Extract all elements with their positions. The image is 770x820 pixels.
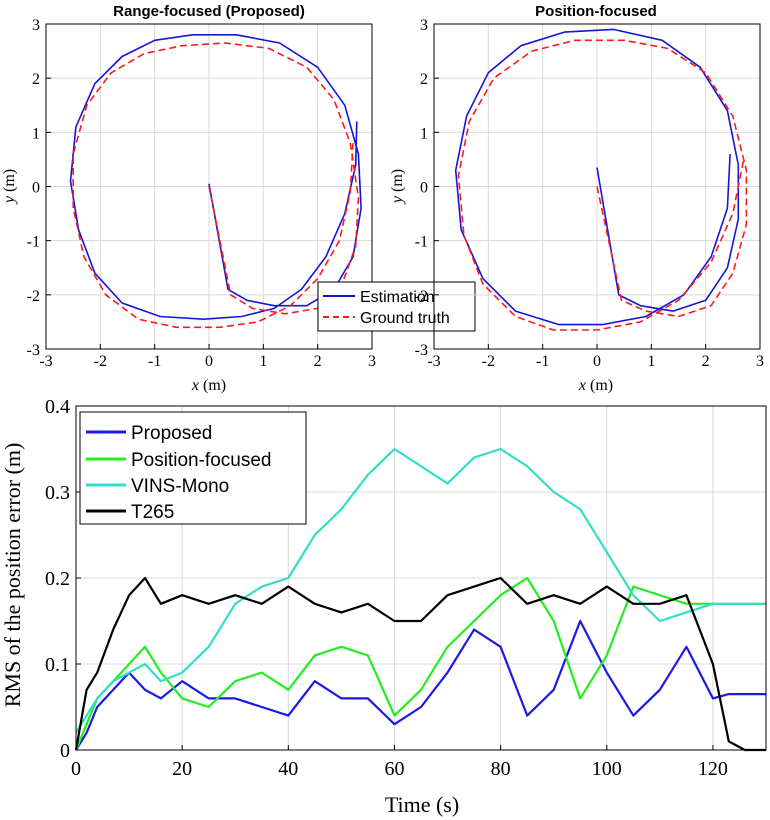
- legend: Proposed Position-focused VINS-Mono T265: [79, 411, 307, 525]
- legend-label-vins-mono: VINS-Mono: [131, 476, 229, 497]
- x-tick-label: -2: [94, 353, 107, 370]
- x-axis-label: x (m): [578, 377, 613, 394]
- y-tick-label: -3: [27, 342, 40, 359]
- x-tick-label: 80: [491, 758, 511, 780]
- legend-box: [317, 281, 476, 332]
- y-tick-label: 2: [32, 71, 40, 88]
- series-line-position-focused: [74, 576, 766, 751]
- x-tick-label: 0: [205, 353, 213, 370]
- legend-label-estimation: Estimation: [360, 289, 435, 306]
- y-tick-label: 2: [420, 71, 428, 88]
- legend: Estimation Ground truth: [317, 281, 476, 332]
- y-axis-label: y (m): [1, 169, 18, 205]
- x-tick-label: -2: [482, 353, 495, 370]
- x-tick-label: 40: [278, 758, 298, 780]
- panel-title: Position-focused: [535, 3, 657, 20]
- x-tick-label: 2: [702, 353, 710, 370]
- x-tick-label: 3: [368, 353, 376, 370]
- y-tick-label: -2: [415, 288, 428, 305]
- y-tick-label: 0.2: [45, 568, 70, 590]
- x-tick-label: -1: [536, 353, 549, 370]
- y-tick-label: 1: [420, 125, 428, 142]
- y-tick-label: -1: [27, 234, 40, 251]
- position-focused-panel: Position-focused -3 -2 -1 0 1 2 3 -3 -2 -1 0 1 2 3 x …: [389, 3, 764, 394]
- y-tick-label: 3: [32, 17, 40, 34]
- x-tick-label: 3: [756, 353, 764, 370]
- y-tick-label: 0: [60, 740, 70, 762]
- x-tick-label: 120: [698, 758, 728, 780]
- series-line-proposed: [75, 619, 766, 751]
- x-axis-label: Time (s): [385, 792, 459, 817]
- y-axis-label: RMS of the position error (m): [0, 443, 25, 708]
- x-tick-label: 0: [593, 353, 601, 370]
- legend-label-position-focused: Position-focused: [131, 450, 271, 471]
- x-tick-label: 20: [172, 758, 192, 780]
- legend-label-proposed: Proposed: [131, 423, 212, 444]
- x-tick-label: -3: [39, 353, 52, 370]
- legend-label-t265: T265: [131, 502, 174, 523]
- y-axis-label: y (m): [389, 169, 406, 205]
- series-line-t265: [74, 576, 766, 752]
- range-focused-panel: Range-focused (Proposed) -3 -2 -1 0 1 2 3 -3 -2 -…: [1, 3, 476, 394]
- y-tick-label: 1: [32, 125, 40, 142]
- x-tick-label: 100: [592, 758, 622, 780]
- x-tick-label: -3: [427, 353, 440, 370]
- y-tick-label: 0.4: [45, 396, 70, 418]
- series-line-ground-truth: [457, 39, 748, 331]
- y-tick-label: 0.3: [45, 482, 70, 504]
- y-tick-label: 0.1: [45, 654, 70, 676]
- y-tick-label: -3: [415, 342, 428, 359]
- x-axis-label: x (m): [191, 377, 226, 394]
- x-tick-label: 60: [384, 758, 404, 780]
- y-tick-label: 3: [420, 17, 428, 34]
- y-tick-label: -1: [415, 234, 428, 251]
- x-tick-label: 1: [259, 353, 267, 370]
- x-tick-label: 1: [647, 353, 655, 370]
- rms-error-panel: 0 20 40 60 80 100 120 0 0.1 0.2 0.3 0.4 Time (s) RM…: [0, 396, 767, 817]
- x-tick-label: -1: [148, 353, 161, 370]
- series-line-estimation: [454, 28, 740, 326]
- x-tick-label: 2: [314, 353, 322, 370]
- y-tick-label: 0: [420, 180, 428, 197]
- legend-label-ground-truth: Ground truth: [360, 310, 450, 327]
- panel-title: Range-focused (Proposed): [113, 3, 305, 20]
- series-line-ground-truth: [72, 42, 360, 329]
- series-line-vins-mono: [75, 447, 766, 734]
- y-tick-label: 0: [32, 180, 40, 197]
- x-tick-label: 0: [71, 758, 81, 780]
- y-tick-label: -2: [27, 288, 40, 305]
